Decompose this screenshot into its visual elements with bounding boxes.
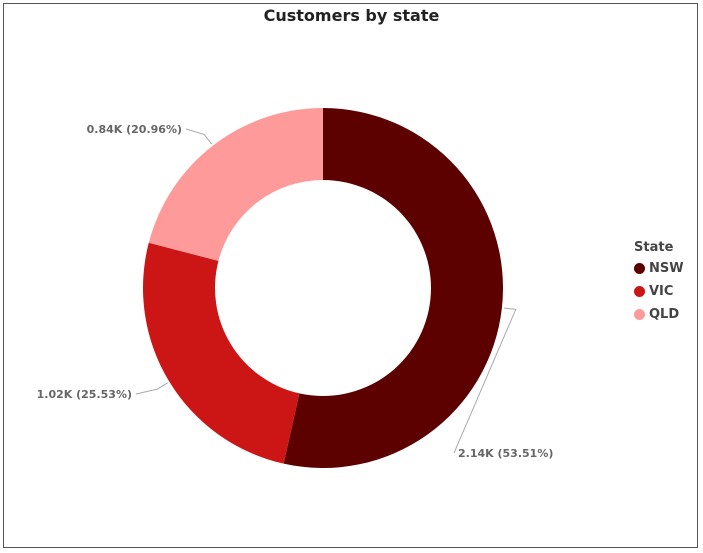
data-label-nsw: 2.14K (53.51%) — [458, 447, 553, 460]
legend-label-qld: QLD — [649, 307, 680, 322]
data-label-qld: 0.84K (20.96%) — [87, 123, 182, 136]
legend-swatch-vic — [634, 286, 645, 297]
legend-item-qld[interactable]: QLD — [634, 307, 684, 322]
slice-nsw[interactable] — [283, 108, 503, 469]
leader-line-vic — [135, 382, 168, 395]
legend-item-vic[interactable]: VIC — [634, 284, 684, 299]
legend-item-nsw[interactable]: NSW — [634, 261, 684, 276]
legend-label-nsw: NSW — [649, 261, 684, 276]
legend-title: State — [634, 240, 674, 255]
legend: State NSW VIC QLD — [634, 240, 684, 330]
chart-title: Customers by state — [263, 6, 440, 25]
leader-line-qld — [185, 128, 213, 145]
slice-qld[interactable] — [148, 108, 323, 261]
slice-vic[interactable] — [142, 242, 300, 464]
leader-line-nsw — [453, 307, 517, 454]
legend-swatch-qld — [634, 309, 645, 320]
legend-label-vic: VIC — [649, 284, 674, 299]
data-label-vic: 1.02K (25.53%) — [37, 388, 132, 401]
legend-swatch-nsw — [634, 263, 645, 274]
